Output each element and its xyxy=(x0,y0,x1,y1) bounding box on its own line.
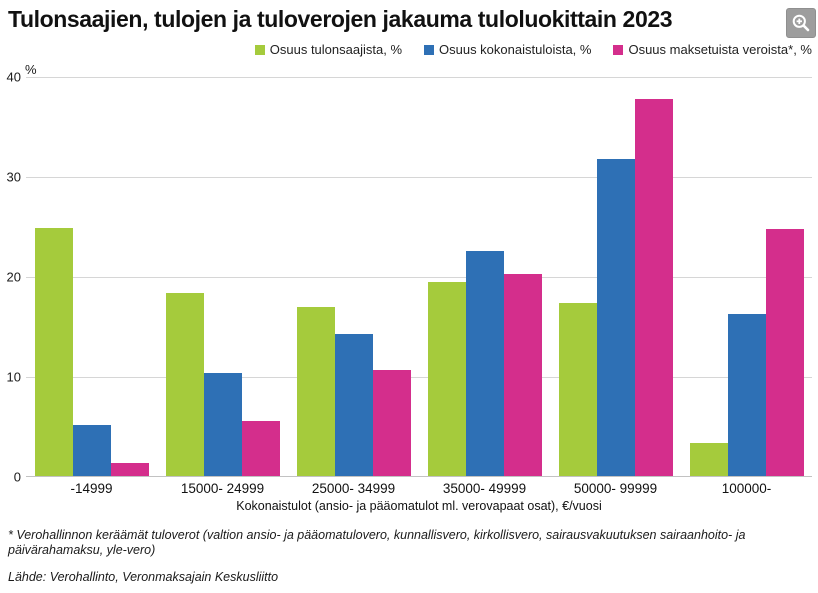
magnifier-plus-icon xyxy=(791,13,811,33)
bar-series0-cat2 xyxy=(296,307,335,476)
gridline xyxy=(26,277,812,278)
legend: Osuus tulonsaajista, % Osuus kokonaistul… xyxy=(0,38,818,57)
bar-series0-cat5 xyxy=(689,443,728,476)
legend-swatch-pink xyxy=(613,44,624,55)
x-axis-title: Kokonaistulot (ansio- ja pääomatulot ml.… xyxy=(236,499,602,513)
bar-group-4 xyxy=(550,77,681,476)
y-axis-unit-label: % xyxy=(25,62,37,77)
source-text: Lähde: Verohallinto, Veronmaksajain Kesk… xyxy=(8,569,279,584)
x-tick-label: 100000- xyxy=(721,481,772,496)
bar-series2-cat2 xyxy=(372,370,411,476)
legend-label: Osuus tulonsaajista, % xyxy=(269,42,402,57)
gridline xyxy=(26,77,812,78)
y-tick-label: 10 xyxy=(6,369,21,385)
legend-item-tulonsaajista: Osuus tulonsaajista, % xyxy=(254,42,402,57)
bar-series1-cat4 xyxy=(596,159,635,476)
legend-item-veroista: Osuus maksetuista veroista*, % xyxy=(613,42,812,57)
zoom-in-button[interactable] xyxy=(786,8,816,38)
page-title: Tulonsaajien, tulojen ja tuloverojen jak… xyxy=(8,6,673,32)
plot: % 0 10 20 30 40 xyxy=(7,62,812,485)
bar-series1-cat0 xyxy=(72,425,111,476)
bar-groups xyxy=(26,77,812,476)
bar-series0-cat4 xyxy=(558,303,597,476)
y-tick-label: 30 xyxy=(6,169,21,185)
legend-swatch-blue xyxy=(424,44,434,55)
legend-swatch-green xyxy=(254,44,265,55)
bar-group-5 xyxy=(681,77,812,476)
x-tick-label: -14999 xyxy=(70,481,113,496)
bar-series1-cat3 xyxy=(465,251,504,476)
x-tick-label: 25000- 34999 xyxy=(311,481,396,496)
y-tick-label: 20 xyxy=(6,269,21,285)
bar-series1-cat2 xyxy=(334,334,373,476)
bar-group-2 xyxy=(288,77,419,476)
gridline xyxy=(26,377,812,378)
bar-series0-cat0 xyxy=(34,228,73,476)
legend-label: Osuus maksetuista veroista*, % xyxy=(628,42,812,57)
bar-series0-cat3 xyxy=(427,282,466,476)
bar-group-3 xyxy=(419,77,550,476)
x-axis-tick-labels: -14999 15000- 24999 25000- 34999 35000- 499… xyxy=(26,477,812,496)
y-tick-label: 0 xyxy=(13,469,21,485)
bar-series2-cat1 xyxy=(241,421,280,476)
legend-item-kokonaistuloista: Osuus kokonaistuloista, % xyxy=(424,42,591,57)
bar-series2-cat3 xyxy=(503,274,542,476)
bar-series0-cat1 xyxy=(165,293,204,476)
y-tick-label: 40 xyxy=(6,69,21,85)
title-row: Tulonsaajien, tulojen ja tuloverojen jak… xyxy=(0,0,818,38)
bar-group-1 xyxy=(157,77,288,476)
bar-series1-cat5 xyxy=(727,314,766,476)
x-tick-label: 15000- 24999 xyxy=(180,481,265,496)
bar-group-0 xyxy=(26,77,157,476)
gridline xyxy=(26,177,812,178)
legend-label: Osuus kokonaistuloista, % xyxy=(439,42,592,57)
footnote-text: * Verohallinnon keräämät tuloverot (valt… xyxy=(8,528,746,558)
bar-series2-cat0 xyxy=(110,463,149,476)
bar-chart: % 0 10 20 30 40 -14999 15000- 24999 25000- 349… xyxy=(7,62,812,513)
x-tick-label: 35000- 49999 xyxy=(442,481,527,496)
bar-series2-cat4 xyxy=(634,99,673,476)
bar-series2-cat5 xyxy=(765,229,804,476)
x-tick-label: 50000- 99999 xyxy=(573,481,658,496)
bar-series1-cat1 xyxy=(203,373,242,476)
